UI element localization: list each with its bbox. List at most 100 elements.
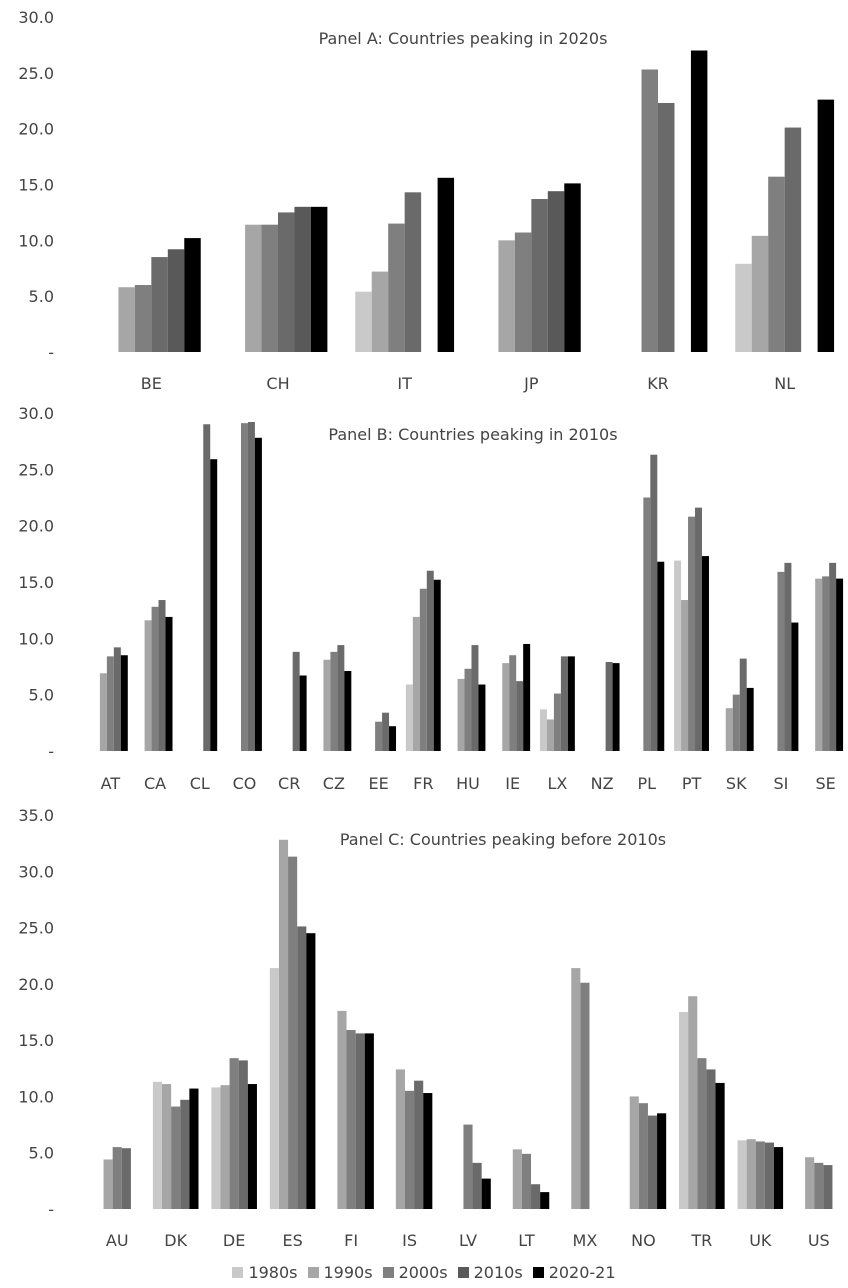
bar-lx-1990s [546, 719, 554, 751]
x-tick-label-mx: MX [573, 1231, 598, 1250]
bar-nl-1990s [751, 235, 769, 352]
x-tick-label-nl: NL [774, 374, 795, 393]
bar-cl-2020-21 [210, 459, 218, 751]
bar-au-2000s [112, 1147, 122, 1209]
y-tick-label: 10.0 [18, 231, 54, 250]
x-tick-label-co: CO [233, 774, 257, 793]
x-tick-label-lv: LV [459, 1231, 477, 1250]
y-tick-label: 30.0 [18, 862, 54, 881]
bar-hu-2020-21 [478, 684, 486, 751]
chart-svg: - 5.0 10.0 15.0 20.0 25.0 30.0 Panel A: Countri… [18, 8, 844, 1250]
legend-item-1980s: 1980s [232, 1262, 298, 1282]
x-tick-label-uk: UK [749, 1231, 772, 1250]
bar-es-2000s [288, 856, 298, 1209]
bar-es-1980s [269, 968, 279, 1209]
bar-fi-1990s [337, 1010, 347, 1209]
bar-it-1990s [371, 271, 389, 352]
bar-dk-2000s [171, 1106, 181, 1209]
bar-ch-2020-21 [310, 206, 328, 352]
bar-es-2010s [297, 926, 307, 1209]
x-tick-label-ee: EE [368, 774, 388, 793]
bar-nz-2020-21 [612, 663, 620, 751]
bar-cz-2020-21 [344, 671, 352, 751]
bar-sk-2020-21 [746, 687, 754, 751]
bar-it-2010s [404, 192, 422, 352]
x-tick-label-no: NO [631, 1231, 656, 1250]
bar-be-2000s [134, 285, 152, 352]
bar-kr-2000s [641, 69, 658, 352]
bar-is-2010s [414, 1080, 424, 1209]
bar-nl-1980s [735, 263, 752, 352]
bar-fr-2010s [426, 570, 434, 751]
legend-item-2010s: 2010s [457, 1262, 523, 1282]
y-tick-label: 20.0 [18, 120, 54, 139]
bar-no-1990s [629, 1096, 639, 1209]
bar-lv-2000s [463, 1124, 473, 1209]
bar-de-2020-21 [247, 1084, 257, 1209]
bar-lt-2000s [521, 1153, 532, 1209]
bar-no-2000s [638, 1103, 648, 1209]
bar-dk-2010s [180, 1099, 190, 1209]
bar-kr-2010s [658, 102, 675, 352]
bar-cr-2010s [292, 651, 300, 751]
bar-tr-2020-21 [715, 1082, 725, 1209]
bar-ch-1990s [245, 224, 262, 352]
bar-sk-1990s [725, 708, 733, 751]
y-tick-label: 25.0 [18, 919, 54, 938]
bar-pt-2020-21 [701, 556, 709, 751]
bar-kr-2020-21 [690, 50, 708, 352]
bar-lx-2010s [560, 656, 568, 751]
bar-fr-2000s [419, 588, 427, 751]
y-tick-label: 25.0 [18, 460, 54, 479]
x-tick-label-hu: HU [456, 774, 480, 793]
x-tick-label-fi: FI [344, 1231, 358, 1250]
bar-cz-1990s [323, 659, 331, 751]
bar-de-2000s [229, 1058, 239, 1209]
bar-cz-2010s [337, 645, 345, 751]
y-tick-label: - [48, 343, 54, 362]
bar-hu-2010s [471, 645, 479, 751]
bar-tr-2000s [697, 1058, 707, 1209]
bar-tr-2010s [706, 1069, 716, 1209]
y-tick-label: 15.0 [18, 573, 54, 592]
bar-no-2010s [647, 1115, 658, 1209]
bar-jp-2010s [531, 199, 548, 352]
y-tick-label: 5.0 [29, 287, 54, 306]
bar-pt-2010s [695, 507, 702, 751]
bar-co-2000s [240, 423, 248, 751]
bar-lt-2020-21 [540, 1192, 550, 1209]
bar-pl-2010s [650, 454, 658, 751]
x-tick-label-pt: PT [682, 774, 702, 793]
bar-co-2020-21 [254, 437, 262, 751]
bar-ie-2010s [516, 681, 524, 751]
bar-hu-1990s [457, 678, 465, 751]
bar-lt-2010s [531, 1184, 541, 1209]
legend-label: 1980s [248, 1262, 298, 1282]
legend-item-1990s: 1990s [307, 1263, 373, 1282]
x-tick-label-si: SI [774, 774, 789, 793]
y-tick-label: 30.0 [18, 8, 54, 27]
bar-si-2000s [777, 571, 785, 751]
x-tick-label-lx: LX [547, 774, 567, 793]
bar-uk-1990s [746, 1139, 756, 1209]
x-tick-label-cr: CR [278, 774, 300, 793]
bar-de-2010s [238, 1060, 248, 1209]
x-tick-label-be: BE [141, 374, 162, 393]
bar-is-2020-21 [423, 1093, 433, 1209]
legend-swatch [382, 1266, 394, 1278]
panel-title: Panel A: Countries peaking in 2020s [319, 29, 608, 48]
y-tick-label: 5.0 [29, 1144, 54, 1163]
bar-pl-2020-21 [657, 561, 665, 751]
y-tick-label: 35.0 [18, 806, 54, 825]
x-tick-label-cz: CZ [323, 774, 345, 793]
bar-us-2010s [823, 1165, 833, 1209]
y-tick-label: 20.0 [18, 517, 54, 536]
bar-au-1990s [103, 1159, 113, 1209]
bar-nl-2010s [784, 127, 802, 352]
legend-label: 2010s [473, 1262, 523, 1282]
bar-at-2010s [113, 647, 121, 751]
bar-nl-2020-21 [817, 99, 835, 352]
bar-lx-1980s [539, 709, 547, 751]
bar-it-2020-21 [437, 177, 455, 352]
